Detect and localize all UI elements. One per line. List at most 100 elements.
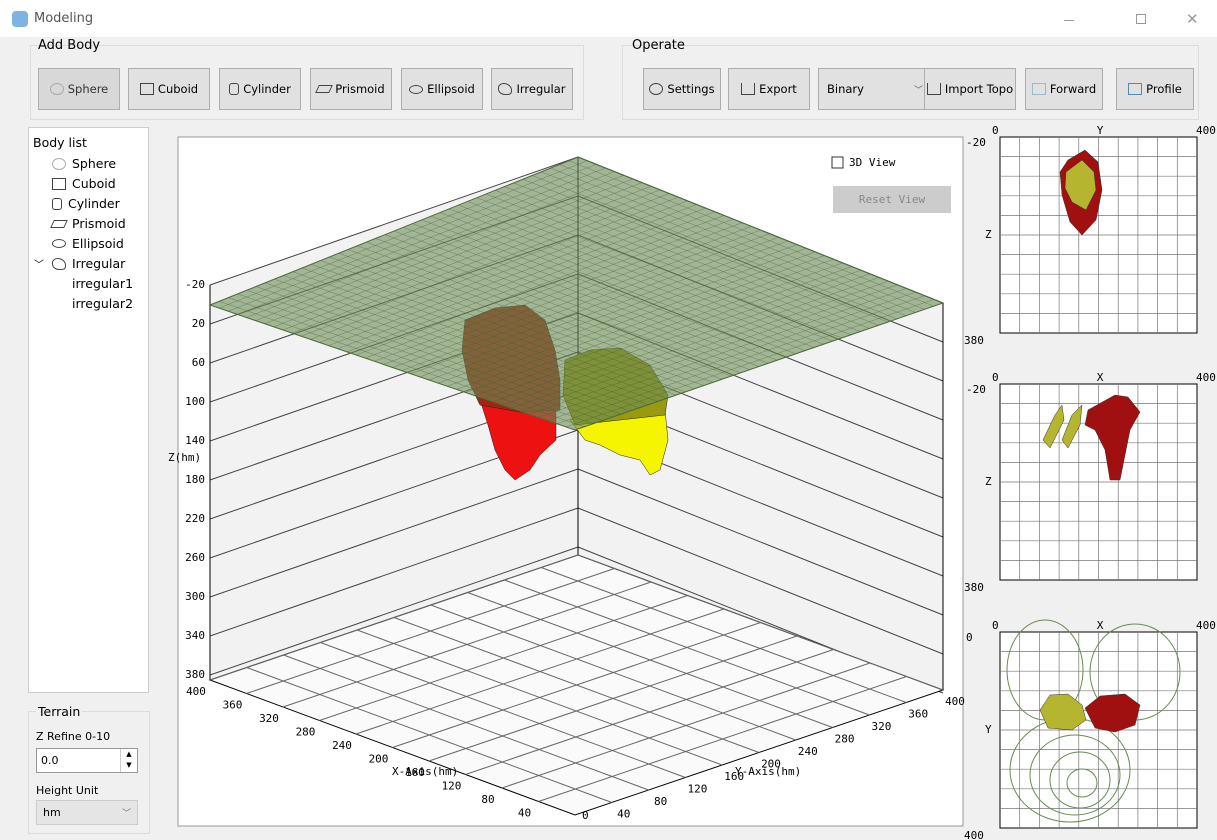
body-list-item[interactable]: Sphere	[52, 156, 116, 171]
x-tick-label: 80	[481, 793, 494, 806]
button-label: Cuboid	[157, 82, 199, 96]
terrain-mesh	[495, 190, 861, 332]
icon	[50, 219, 68, 228]
terrain-mesh	[485, 193, 852, 335]
irregular-button[interactable]: Irregular	[491, 68, 573, 110]
y-tick-label: 240	[798, 745, 818, 758]
terrain-mesh	[467, 201, 833, 342]
item-label: Ellipsoid	[72, 236, 124, 251]
icon	[409, 84, 424, 94]
y-tick-label: 320	[871, 720, 891, 733]
x-tick-label: 400	[186, 685, 206, 698]
z-axis-label: Z(hm)	[168, 451, 201, 464]
z-tick-label: 340	[185, 629, 205, 642]
ellipsoid-button[interactable]: Ellipsoid	[401, 68, 483, 110]
maximize[interactable]	[1136, 14, 1146, 24]
body-list-item[interactable]: Cuboid	[52, 176, 116, 191]
terrain-mesh	[568, 160, 934, 307]
terrain-mesh	[412, 223, 778, 361]
terrain-mesh	[547, 291, 916, 421]
height-unit-dropdown[interactable]: hm ﹀	[36, 800, 138, 825]
item-label: irregular2	[72, 296, 134, 311]
item-label: Sphere	[72, 156, 117, 171]
floor-grid-line	[467, 592, 833, 728]
z-tick-label: 140	[185, 434, 205, 447]
icon	[315, 85, 334, 93]
forward-button[interactable]: Forward	[1025, 68, 1103, 110]
terrain-mesh	[550, 167, 916, 313]
terrain-mesh	[511, 277, 880, 409]
x-tick-label: 120	[442, 780, 462, 793]
terrain-mesh	[529, 284, 898, 415]
terrain-mesh	[392, 229, 761, 368]
terrain-mesh	[559, 164, 925, 310]
floor-grid-line	[357, 629, 723, 766]
terrain-mesh	[483, 266, 852, 399]
z-tick-label: 60	[192, 356, 205, 369]
profile-body	[1084, 394, 1141, 481]
y-tick-label: 160	[724, 770, 744, 783]
profile-label: 380	[964, 581, 984, 594]
3d-view-checkbox[interactable]	[831, 156, 844, 169]
profile-label: 400	[1196, 124, 1216, 137]
profile-label: -20	[966, 383, 986, 396]
export-button[interactable]: Export	[728, 68, 810, 110]
terrain-mesh	[439, 212, 806, 351]
floor-grid-line	[541, 567, 907, 703]
icon	[229, 83, 240, 95]
floor-grid-line	[577, 554, 944, 691]
height-unit-label: Height Unit	[36, 784, 99, 797]
close[interactable]: ✕	[1186, 10, 1199, 28]
wall-grid-line	[209, 156, 579, 286]
profile-body	[1061, 404, 1083, 449]
group-title: Operate	[632, 38, 685, 53]
icon	[1128, 83, 1143, 95]
terrain-mesh	[476, 197, 842, 339]
cuboid-button[interactable]: Cuboid	[128, 68, 210, 110]
terrain-mesh	[410, 237, 779, 374]
profile-label: 380	[964, 334, 984, 347]
cylinder-button[interactable]: Cylinder	[219, 68, 301, 110]
reset-view-button[interactable]	[833, 186, 951, 213]
button-label: Sphere	[67, 82, 109, 96]
dropdown-value: hm	[43, 806, 61, 819]
y-tick-label: 400	[945, 695, 965, 708]
profile-label: Z	[985, 228, 992, 241]
body-list-item[interactable]: Prismoid	[50, 216, 126, 231]
format-dropdown[interactable]: Binary ﹀	[818, 68, 932, 110]
import-topo-button[interactable]: Import Topo	[924, 68, 1016, 110]
spin-buttons[interactable]: ▲ ▼	[120, 749, 137, 772]
profile-button[interactable]: Profile	[1116, 68, 1194, 110]
body-list-item[interactable]: Ellipsoid	[52, 236, 124, 251]
settings-button[interactable]: Settings	[643, 68, 721, 110]
profile-label: Y	[985, 723, 992, 736]
sphere-button[interactable]: Sphere	[38, 68, 120, 110]
body-list-child[interactable]: irregular2	[72, 296, 133, 311]
z-refine-label: Z Refine 0-10	[36, 730, 111, 743]
wall-grid-line	[577, 507, 944, 655]
z-refine-input[interactable]: 0.0	[36, 748, 138, 773]
body-list-item[interactable]: Cylinder	[52, 196, 120, 211]
icon	[139, 83, 154, 95]
expand-arrow[interactable]: ﹀	[34, 260, 44, 271]
item-label: Cuboid	[72, 176, 116, 191]
dropdown-arrow: ﹀	[913, 85, 923, 96]
body-list-child[interactable]: irregular1	[72, 276, 133, 291]
button-label: Prismoid	[335, 82, 385, 96]
minimize[interactable]	[1064, 20, 1074, 21]
profile-body	[1084, 693, 1141, 733]
dropdown-arrow: ﹀	[121, 809, 131, 819]
terrain-mesh	[465, 259, 834, 393]
body-list-item[interactable]: Irregular	[52, 256, 125, 271]
prismoid-button[interactable]: Prismoid	[310, 68, 392, 110]
y-axis-label: Y-Axis(hm)	[735, 765, 801, 778]
terrain-title: Terrain	[36, 704, 83, 719]
item-label: Irregular	[72, 256, 126, 271]
3d-view-label: 3D View	[849, 156, 896, 169]
profile-label: Y	[1097, 124, 1104, 137]
wall-grid-line	[209, 507, 579, 637]
floor-grid-line	[430, 604, 796, 741]
profile-label: 400	[964, 829, 984, 840]
icon	[649, 83, 664, 95]
terrain-mesh	[449, 208, 815, 348]
